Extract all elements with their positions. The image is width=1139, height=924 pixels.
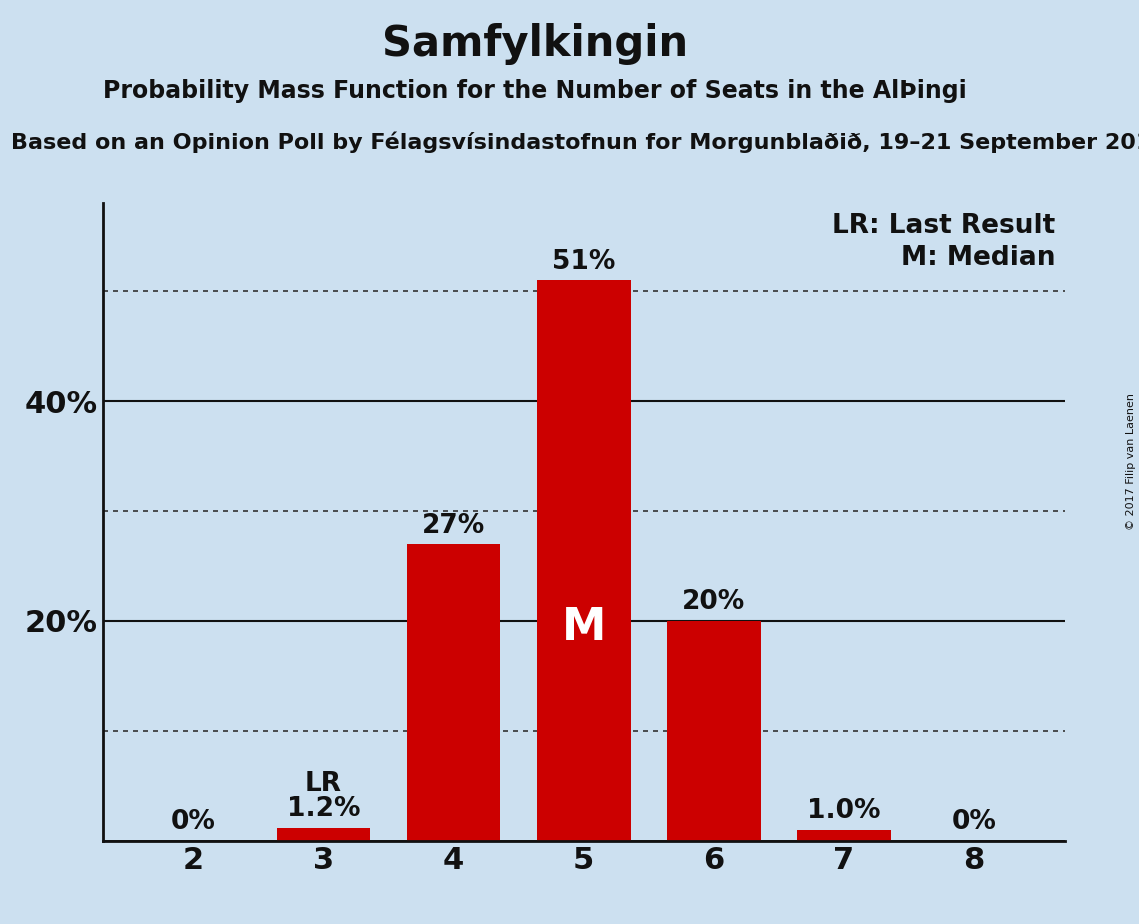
Text: LR: LR	[305, 771, 342, 796]
Bar	[797, 830, 891, 841]
Text: 20%: 20%	[682, 590, 745, 615]
Text: 51%: 51%	[552, 249, 615, 274]
Text: 1.0%: 1.0%	[808, 798, 880, 824]
Text: 0%: 0%	[951, 809, 997, 835]
Text: Samfylkingin: Samfylkingin	[383, 23, 688, 65]
Bar	[667, 621, 761, 841]
Bar	[407, 544, 500, 841]
Bar	[536, 280, 631, 841]
Text: LR: Last Result: LR: Last Result	[833, 213, 1056, 238]
Text: 0%: 0%	[171, 809, 216, 835]
Text: Based on an Opinion Poll by Félagsvísindastofnun for Morgunblaðið, 19–21 Septemb: Based on an Opinion Poll by Félagsvísind…	[11, 131, 1139, 152]
Text: M: Median: M: Median	[901, 245, 1056, 271]
Text: © 2017 Filip van Laenen: © 2017 Filip van Laenen	[1126, 394, 1136, 530]
Text: M: M	[562, 606, 606, 650]
Text: 27%: 27%	[423, 513, 485, 539]
Text: 1.2%: 1.2%	[287, 796, 360, 822]
Text: Probability Mass Function for the Number of Seats in the AlÞingi: Probability Mass Function for the Number…	[104, 79, 967, 103]
Bar	[277, 828, 370, 841]
